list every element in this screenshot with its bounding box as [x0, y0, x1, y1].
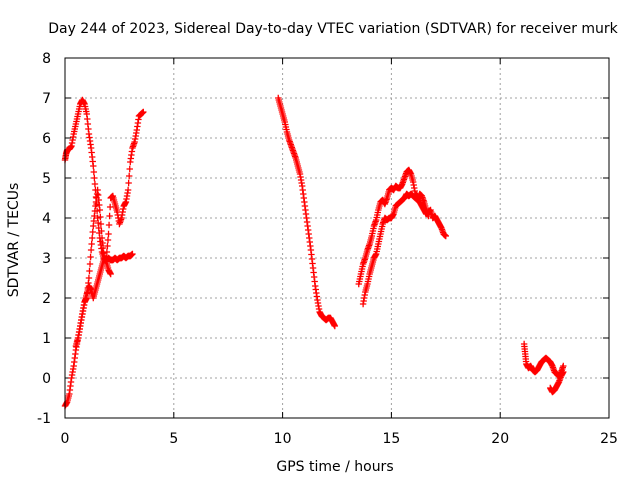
data-point — [140, 108, 147, 116]
y-tick-label: 4 — [42, 211, 51, 227]
data-point-interp — [90, 168, 98, 176]
series-sat-c — [72, 186, 114, 350]
y-tick-label: 8 — [42, 51, 51, 67]
series-sat-g — [520, 340, 567, 380]
series-sat-f — [359, 190, 432, 308]
series-sat-h — [547, 368, 567, 396]
series-sat-b — [61, 250, 136, 410]
data-point-interp — [125, 179, 132, 187]
x-tick-label: 15 — [382, 431, 400, 447]
chart-title: Day 244 of 2023, Sidereal Day-to-day VTE… — [48, 21, 618, 37]
y-tick-labels: -1 0 1 2 3 4 5 6 7 8 — [37, 51, 51, 427]
y-tick-label: 3 — [42, 251, 51, 267]
data-point-interp — [86, 267, 93, 275]
series-sat-d — [275, 94, 339, 330]
data-point — [425, 212, 432, 220]
data-point-interp — [104, 242, 111, 250]
y-tick-label: 6 — [42, 131, 51, 147]
data-point — [442, 232, 449, 240]
y-tick-label: 0 — [42, 371, 51, 387]
data-point-interp — [89, 228, 96, 236]
data-point — [105, 230, 112, 238]
data-point-interp — [106, 212, 113, 220]
data-point-interp — [126, 165, 133, 173]
data-point-interp — [86, 260, 94, 268]
plot-frame — [64, 57, 610, 419]
x-tick-label: 10 — [274, 431, 292, 447]
data-points — [61, 94, 567, 410]
x-tick-label: 20 — [491, 431, 509, 447]
data-point-interp — [88, 240, 95, 248]
x-tick-label: 25 — [600, 431, 618, 447]
data-point-interp — [105, 221, 113, 229]
data-point — [107, 270, 114, 278]
data-point-interp — [91, 180, 99, 188]
x-axis-label: GPS time / hours — [276, 459, 393, 475]
data-point-interp — [91, 174, 98, 182]
data-point — [129, 250, 136, 258]
grid — [65, 58, 609, 418]
y-tick-label: -1 — [37, 411, 51, 427]
x-tick-label: 0 — [61, 431, 70, 447]
data-point — [85, 274, 93, 282]
y-tick-label: 2 — [42, 291, 51, 307]
data-point — [560, 368, 567, 376]
y-axis-label: SDTVAR / TECUs — [6, 183, 22, 298]
data-point — [90, 162, 97, 170]
x-tick-labels: 0 5 10 15 20 25 — [61, 431, 618, 447]
data-point-interp — [106, 203, 114, 211]
data-point-interp — [97, 220, 105, 228]
data-point-interp — [89, 234, 96, 242]
y-tick-label: 5 — [42, 171, 51, 187]
data-point — [560, 362, 567, 370]
data-point-interp — [87, 253, 94, 261]
data-point-interp — [98, 227, 105, 235]
data-point — [124, 186, 132, 194]
data-point-interp — [125, 172, 133, 180]
data-point-interp — [103, 248, 111, 256]
y-tick-label: 7 — [42, 91, 51, 107]
x-tick-label: 5 — [169, 431, 178, 447]
data-point — [96, 206, 104, 214]
y-tick-label: 1 — [42, 331, 51, 347]
data-point — [331, 322, 339, 330]
data-point-interp — [104, 236, 112, 244]
data-point-interp — [97, 213, 104, 221]
data-point — [87, 246, 95, 254]
